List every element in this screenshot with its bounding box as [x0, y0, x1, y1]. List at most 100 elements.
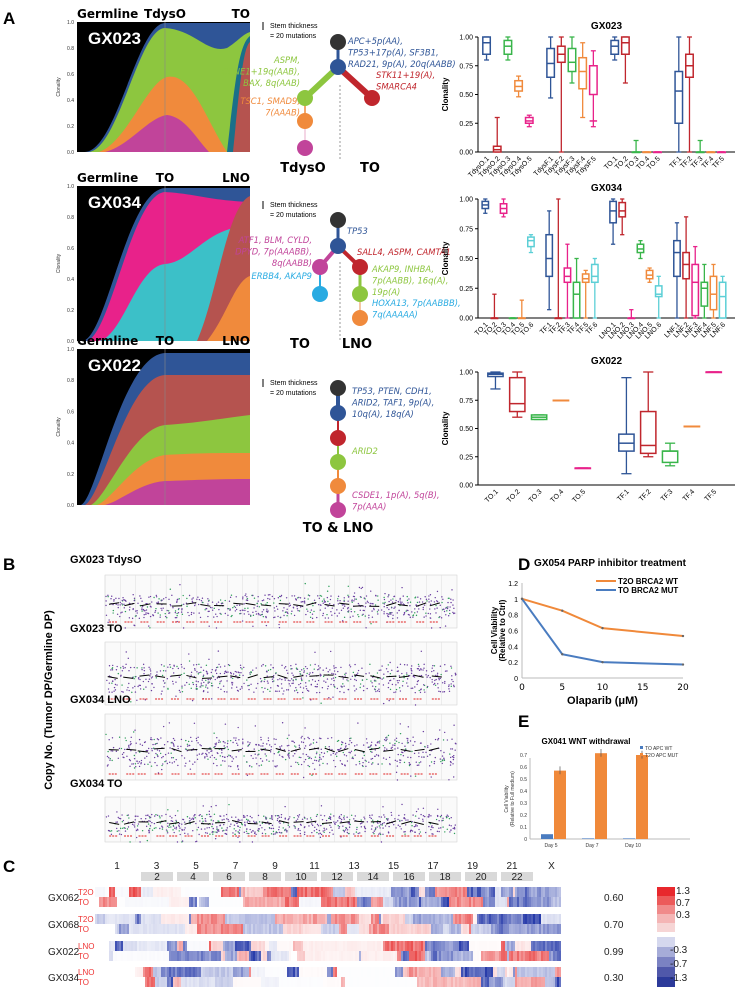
heatmap-cell: [185, 897, 187, 907]
data-point: [211, 601, 214, 603]
data-point: [205, 664, 208, 667]
data-point: [286, 689, 288, 691]
data-point: [301, 679, 303, 682]
heatmap-cell: [211, 941, 213, 951]
data-point: [252, 625, 254, 627]
data-point: [330, 826, 332, 829]
heatmap-cell: [399, 887, 401, 897]
data-point: [139, 743, 141, 745]
data-point: [149, 825, 152, 827]
heatmap-cell: [337, 914, 339, 924]
heatmap-cell: [461, 951, 463, 961]
data-point: [211, 607, 213, 609]
data-point: [186, 681, 188, 684]
heatmap-cell: [471, 924, 473, 934]
heatmap-cell: [143, 914, 145, 924]
heatmap-cell: [421, 941, 423, 951]
heatmap-cell: [525, 941, 527, 951]
data-point: [121, 753, 124, 756]
data-point: [357, 614, 359, 616]
heatmap-cell: [367, 887, 369, 897]
data-point: [278, 828, 280, 831]
heatmap-cell: [135, 941, 137, 951]
heatmap-cell: [179, 951, 181, 961]
data-point: [397, 601, 400, 603]
heatmap-cell: [147, 977, 149, 987]
data-point: [230, 823, 232, 825]
data-point: [344, 605, 346, 607]
data-point: [267, 739, 270, 742]
heatmap-cell: [419, 897, 421, 907]
data-point: [252, 611, 254, 614]
heatmap-cell: [335, 897, 337, 907]
heatmap-cell: [267, 914, 269, 924]
heatmap-cell: [417, 887, 419, 897]
data-point: [448, 824, 451, 826]
heatmap-cell: [343, 951, 345, 961]
heatmap-cell: [387, 897, 389, 907]
heatmap-cell: [445, 897, 447, 907]
heatmap-cell: [169, 897, 171, 907]
heatmap-cell: [257, 887, 259, 897]
data-point: [313, 599, 316, 602]
box: [508, 376, 526, 413]
heatmap-cell: [483, 897, 485, 907]
data-point: [153, 756, 156, 759]
data-point: [261, 613, 263, 616]
data-point: [205, 607, 207, 610]
data-point: [258, 744, 260, 747]
chart-title: GX034: [591, 183, 623, 194]
heatmap-cell: [495, 887, 497, 897]
data-point: [367, 601, 369, 604]
heatmap-cell: [181, 914, 183, 924]
heatmap-cell: [307, 897, 309, 907]
heatmap-cell: [219, 924, 221, 934]
chromosome-box: [465, 872, 497, 881]
heatmap-cell: [181, 951, 183, 961]
data-point: [244, 609, 246, 612]
data-point: [330, 737, 333, 739]
data-point: [327, 600, 329, 603]
data-point: [388, 600, 390, 603]
data-point: [282, 827, 284, 829]
data-point: [408, 598, 410, 600]
panel-label-b: B: [3, 555, 15, 574]
data-point: [172, 829, 174, 831]
data-point: [390, 613, 392, 615]
heatmap-cell: [351, 887, 353, 897]
data-point: [401, 685, 404, 687]
data-point: [377, 822, 379, 824]
heatmap-cell: [463, 941, 465, 951]
heatmap-cell: [453, 887, 455, 897]
data-point: [276, 819, 279, 822]
data-point: [136, 612, 138, 614]
data-point: [332, 833, 334, 835]
heatmap-cell: [193, 924, 195, 934]
data-point: [263, 815, 265, 817]
data-point: [374, 755, 376, 758]
data-point: [294, 827, 296, 829]
heatmap-cell: [127, 914, 129, 924]
legend-label: T2O APC MUT: [645, 753, 678, 759]
data-point: [237, 836, 239, 839]
heatmap-cell: [185, 941, 187, 951]
heatmap-cell: [313, 924, 315, 934]
data-point: [231, 684, 234, 686]
boxplot-gx034: GX034Clonality0.000.250.500.751.00TO.1TO…: [441, 183, 735, 341]
box: [709, 275, 718, 311]
data-point: [260, 603, 262, 605]
heatmap-cell: [329, 924, 331, 934]
data-point: [105, 600, 107, 602]
data-point: [135, 752, 137, 754]
data-point: [223, 745, 225, 747]
heatmap-cell: [187, 924, 189, 934]
heatmap-cell: [273, 897, 275, 907]
data-point: [219, 755, 221, 757]
heatmap-cell: [131, 897, 133, 907]
heatmap-cell: [469, 914, 471, 924]
data-point: [410, 672, 413, 675]
heatmap-cell: [529, 897, 531, 907]
heatmap-cell: [533, 941, 535, 951]
heatmap-cell: [271, 951, 273, 961]
heatmap-cell: [231, 914, 233, 924]
